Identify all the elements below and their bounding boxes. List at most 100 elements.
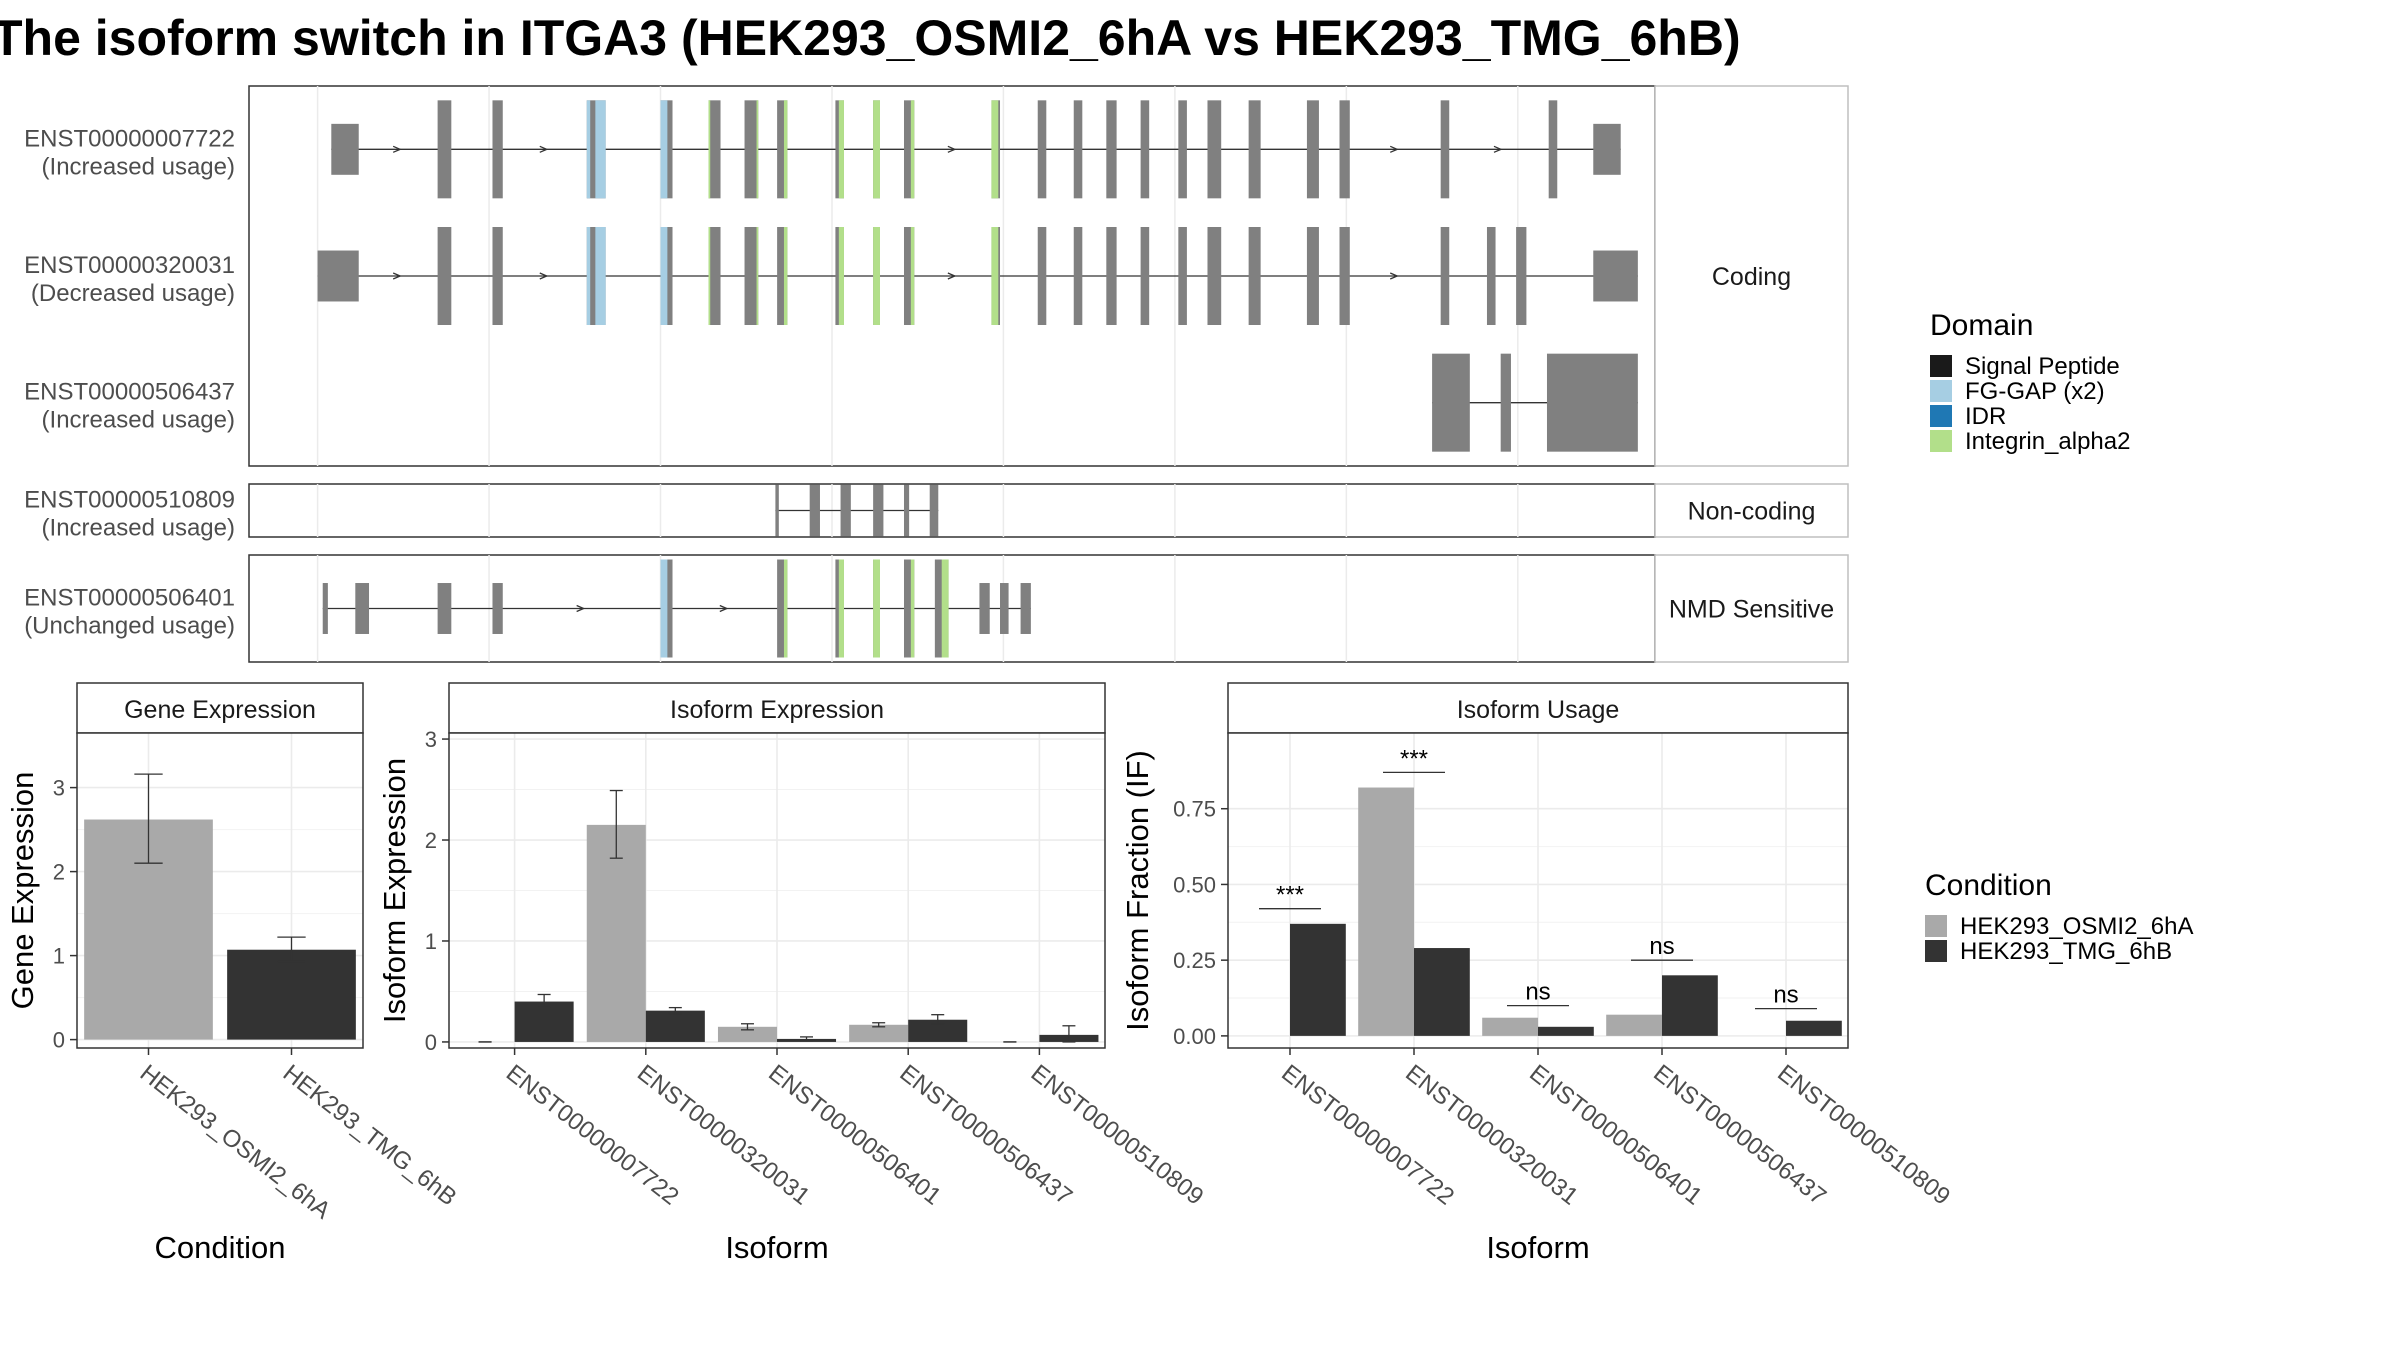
intron-arrow <box>1389 272 1399 280</box>
significance-label: *** <box>1276 882 1304 909</box>
intron-arrow <box>947 145 957 153</box>
bar <box>1662 975 1718 1036</box>
exon <box>492 100 503 199</box>
domain-segment <box>586 227 591 325</box>
domain-segment <box>783 559 788 658</box>
exon <box>1140 100 1150 199</box>
transcript-id: ENST00000506437 <box>24 379 235 406</box>
exon <box>873 484 884 537</box>
exon <box>1516 227 1527 325</box>
exon <box>1037 227 1047 325</box>
domain-segment <box>838 559 844 658</box>
intron-arrow <box>392 272 402 280</box>
x-axis-label: Isoform <box>725 1230 828 1265</box>
exon <box>1178 227 1187 325</box>
bar <box>227 949 356 1040</box>
domain-legend-title: Domain <box>1930 309 2033 342</box>
domain-segment <box>660 559 668 658</box>
chart-border <box>448 732 1106 1049</box>
chart-border <box>1227 732 1849 1049</box>
condition-legend-key <box>1925 915 1947 937</box>
exon <box>1106 100 1117 199</box>
domain-segment <box>873 559 880 658</box>
exon <box>331 123 359 175</box>
domain-segment <box>873 227 880 325</box>
domain-segment <box>756 100 759 199</box>
strip-2 <box>1654 554 1849 663</box>
bar <box>1482 1017 1538 1036</box>
domain-segment <box>783 100 788 199</box>
domain-segment <box>838 100 844 199</box>
condition-legend-label: HEK293_OSMI2_6hA <box>1960 913 2193 940</box>
bar <box>1538 1026 1594 1036</box>
structure-panel-1 <box>248 483 1656 538</box>
exon <box>1339 100 1350 199</box>
domain-segment <box>838 227 844 325</box>
significance-label: ns <box>1773 982 1798 1009</box>
exon <box>437 100 452 199</box>
bar <box>717 1026 777 1042</box>
exon <box>1339 227 1350 325</box>
strip-label: Coding <box>1712 263 1791 291</box>
exon <box>903 484 910 537</box>
domain-legend-key <box>1930 380 1952 402</box>
chart-strip <box>1227 682 1849 734</box>
exon <box>903 100 915 199</box>
y-tick-label: 0.50 <box>1173 872 1216 897</box>
exon <box>355 583 370 634</box>
intron-arrow <box>539 272 549 280</box>
exon <box>1207 100 1222 199</box>
bar <box>1290 923 1346 1036</box>
domain-legend-key <box>1930 405 1952 427</box>
transcript-id: ENST00000510809 <box>24 487 235 514</box>
y-tick-label: 0.00 <box>1173 1024 1216 1049</box>
y-axis-label: Isoform Fraction (IF) <box>1120 750 1155 1031</box>
y-tick-label: 3 <box>425 727 437 752</box>
domain-segment <box>991 227 999 325</box>
exon <box>744 100 759 199</box>
bar <box>1358 787 1414 1036</box>
domain-segment <box>910 227 915 325</box>
exon <box>1248 227 1261 325</box>
exon <box>1248 100 1261 199</box>
y-tick-label: 0.25 <box>1173 948 1216 973</box>
exon <box>492 583 503 634</box>
domain-segment <box>595 100 606 199</box>
exon <box>777 559 788 658</box>
strip-label: Non-coding <box>1688 498 1816 526</box>
exon <box>1000 583 1009 634</box>
y-axis-label: Gene Expression <box>5 772 40 1010</box>
domain-legend-key <box>1930 430 1952 452</box>
exon <box>322 583 328 634</box>
exon <box>437 227 452 325</box>
exon <box>1207 227 1222 325</box>
domain-segment <box>910 100 915 199</box>
figure-title: The isoform switch in ITGA3 (HEK293_OSMI… <box>0 10 1741 66</box>
domain-legend-label: IDR <box>1965 403 2006 430</box>
strip-0 <box>1654 85 1849 467</box>
significance-label: *** <box>1400 745 1428 772</box>
exon <box>777 100 788 199</box>
exon <box>1306 227 1319 325</box>
y-tick-label: 0 <box>425 1030 437 1055</box>
strip-label: NMD Sensitive <box>1669 596 1834 624</box>
chart-title: Isoform Expression <box>670 696 884 724</box>
y-tick-label: 2 <box>425 828 437 853</box>
exon <box>1440 100 1450 199</box>
domain-segment <box>991 100 999 199</box>
exon <box>1106 227 1117 325</box>
domain-segment <box>756 227 759 325</box>
x-axis-label: Condition <box>155 1230 286 1265</box>
chart-title: Gene Expression <box>124 696 316 724</box>
exon <box>744 227 759 325</box>
y-tick-label: 0 <box>53 1028 65 1053</box>
intron-arrow <box>947 272 957 280</box>
transcript-id: ENST00000320031 <box>24 252 235 279</box>
bar <box>1414 948 1470 1036</box>
chart-border <box>76 732 364 1049</box>
intron-arrow <box>392 145 402 153</box>
condition-legend-key <box>1925 940 1947 962</box>
y-tick-label: 3 <box>53 776 65 801</box>
exon <box>979 583 990 634</box>
